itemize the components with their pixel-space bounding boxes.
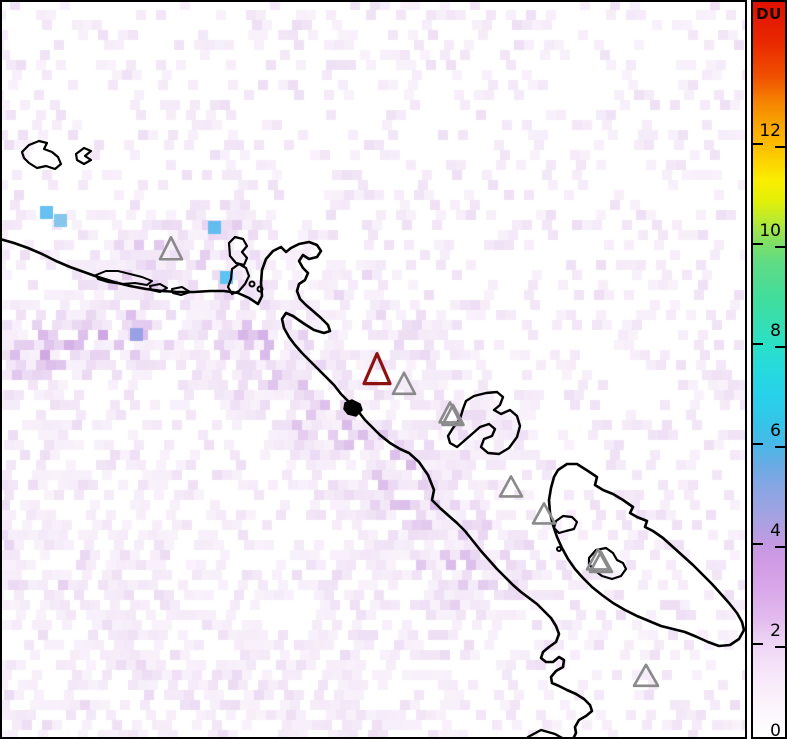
volcano-marker <box>585 548 611 571</box>
volcano-marker <box>531 502 557 525</box>
islet <box>256 285 264 293</box>
colorbar-tick-label: 2 <box>770 621 781 641</box>
coastline-west-island-1 <box>227 235 249 267</box>
volcano-marker <box>438 401 462 424</box>
colorbar: DU 12 10 8 6 4 2 0 <box>751 0 787 739</box>
volcano-marker <box>158 235 184 261</box>
colorbar-tick-label: 0 <box>770 721 781 739</box>
colorbar-tick-mark <box>775 246 785 248</box>
colorbar-gradient <box>753 2 785 737</box>
colorbar-tick-mark <box>753 243 763 245</box>
coastline-nw-island-a <box>20 139 63 171</box>
volcano-marker <box>391 371 417 396</box>
colorbar-title: DU <box>756 5 782 23</box>
colorbar-tick-label: 10 <box>759 221 781 241</box>
colorbar-tick-mark <box>753 443 763 445</box>
coastline-big-island-west-inlet <box>552 514 579 535</box>
colorbar-tick-label: 8 <box>770 321 781 341</box>
volcano-marker <box>588 550 614 574</box>
coastline-lagoon-island-3 <box>171 286 191 296</box>
volcano-marker <box>441 403 465 427</box>
volcano-marker <box>362 352 392 386</box>
coastline-nw-island-b <box>74 146 93 166</box>
colorbar-tick-mark <box>775 446 785 448</box>
coastline-offshore-island <box>446 390 522 456</box>
coastline-lagoon-island-2 <box>149 283 168 293</box>
volcano-marker <box>498 475 524 498</box>
colorbar-tick-mark <box>753 143 763 145</box>
islet <box>248 280 256 288</box>
volcano-marker <box>632 663 660 688</box>
colorbar-tick-mark <box>753 643 763 645</box>
islet <box>556 546 562 552</box>
coastline-lagoon-island-1 <box>95 270 153 286</box>
colorbar-tick-label: 6 <box>770 421 781 441</box>
colorbar-tick-mark <box>753 543 763 545</box>
colorbar-tick-label: 12 <box>759 121 781 141</box>
colorbar-tick-mark <box>775 546 785 548</box>
coastline-mainland-coast <box>0 237 594 739</box>
colorbar-tick-mark <box>775 146 785 148</box>
coastline-south-coast-fragment <box>526 728 566 739</box>
so2-pixel-field <box>0 0 747 739</box>
colorbar-tick-mark <box>775 346 785 348</box>
map-panel <box>0 0 747 739</box>
colorbar-tick-label: 4 <box>770 521 781 541</box>
colorbar-tick-mark <box>775 646 785 648</box>
colorbar-panel: DU 12 10 8 6 4 2 0 <box>747 0 787 739</box>
colorbar-tick-mark <box>753 343 763 345</box>
coastline-big-island <box>547 462 746 648</box>
coastline-overlay <box>0 139 746 739</box>
coastline-west-island-2 <box>226 262 251 296</box>
coastline-coastal-islet-blob <box>343 399 363 417</box>
